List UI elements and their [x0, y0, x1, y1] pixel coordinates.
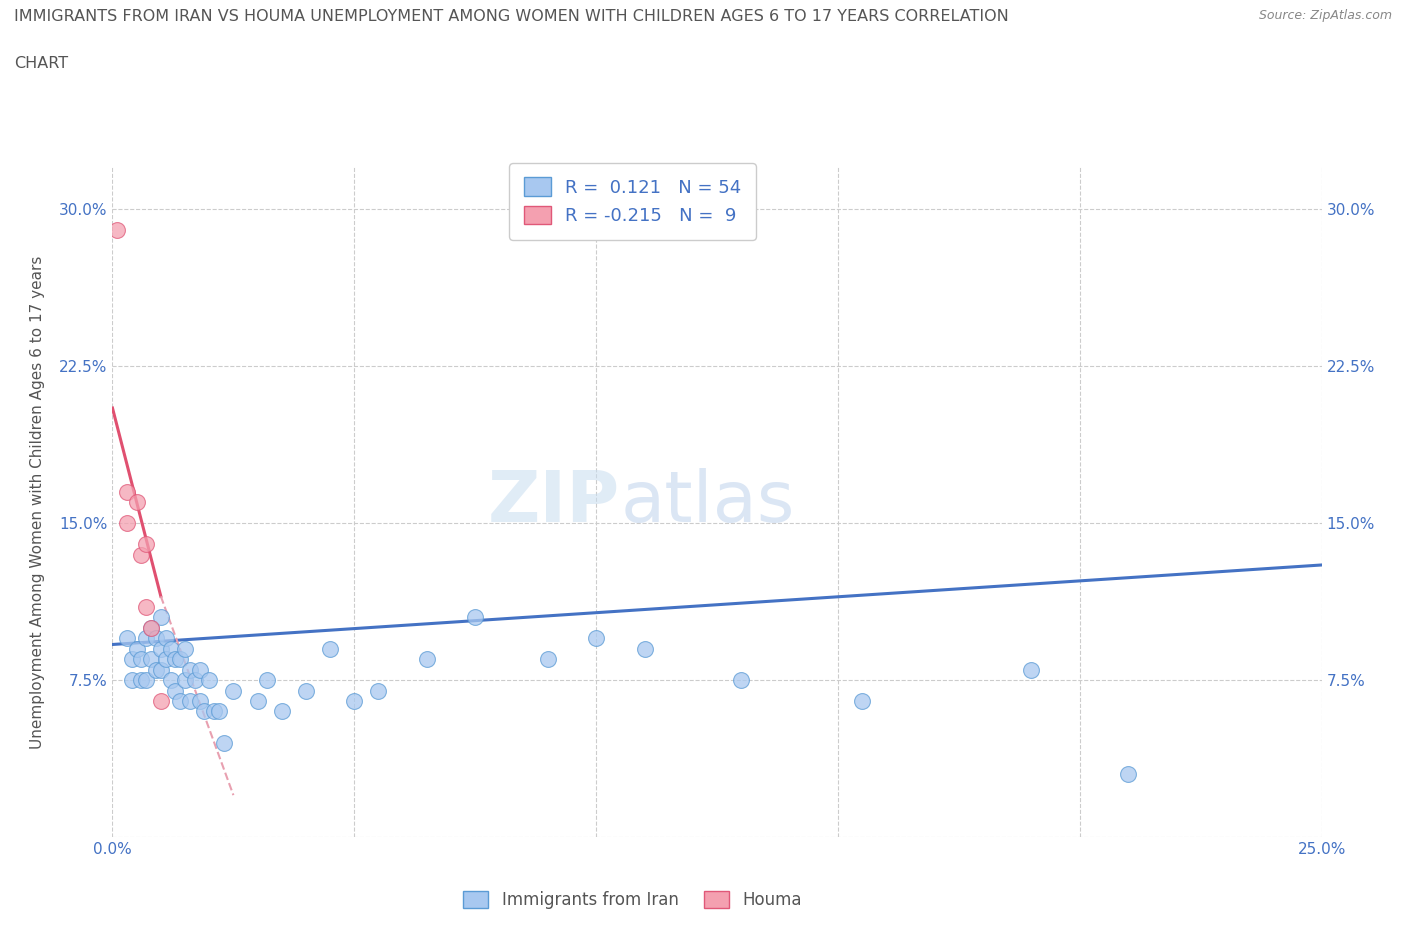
- Point: [135, 631, 157, 645]
- Point: [149, 662, 172, 677]
- Point: [416, 652, 439, 667]
- Point: [155, 652, 177, 667]
- Point: [141, 620, 163, 635]
- Text: CHART: CHART: [14, 56, 67, 71]
- Point: [131, 652, 153, 667]
- Point: [115, 485, 138, 499]
- Point: [169, 652, 191, 667]
- Point: [179, 662, 201, 677]
- Point: [131, 672, 153, 687]
- Point: [174, 642, 197, 657]
- Point: [1021, 662, 1043, 677]
- Text: ZIP: ZIP: [488, 468, 620, 537]
- Point: [585, 631, 607, 645]
- Point: [135, 672, 157, 687]
- Point: [155, 631, 177, 645]
- Point: [1116, 766, 1139, 781]
- Point: [730, 672, 752, 687]
- Text: Source: ZipAtlas.com: Source: ZipAtlas.com: [1258, 9, 1392, 22]
- Point: [135, 600, 157, 615]
- Point: [169, 694, 191, 709]
- Point: [131, 547, 153, 562]
- Text: atlas: atlas: [620, 468, 794, 537]
- Point: [165, 683, 187, 698]
- Point: [149, 694, 172, 709]
- Point: [319, 642, 342, 657]
- Point: [246, 694, 269, 709]
- Point: [202, 704, 225, 719]
- Point: [188, 662, 211, 677]
- Point: [208, 704, 231, 719]
- Legend: Immigrants from Iran, Houma: Immigrants from Iran, Houma: [457, 884, 808, 916]
- Point: [159, 642, 181, 657]
- Point: [222, 683, 245, 698]
- Point: [115, 516, 138, 531]
- Point: [125, 642, 148, 657]
- Point: [256, 672, 278, 687]
- Point: [159, 672, 181, 687]
- Point: [125, 495, 148, 510]
- Point: [212, 736, 235, 751]
- Point: [537, 652, 560, 667]
- Point: [174, 672, 197, 687]
- Y-axis label: Unemployment Among Women with Children Ages 6 to 17 years: Unemployment Among Women with Children A…: [31, 256, 45, 749]
- Point: [851, 694, 873, 709]
- Point: [295, 683, 318, 698]
- Point: [198, 672, 221, 687]
- Point: [145, 662, 167, 677]
- Point: [633, 642, 655, 657]
- Point: [188, 694, 211, 709]
- Point: [105, 223, 128, 238]
- Point: [121, 652, 143, 667]
- Point: [145, 631, 167, 645]
- Point: [179, 694, 201, 709]
- Point: [121, 672, 143, 687]
- Point: [343, 694, 366, 709]
- Point: [149, 610, 172, 625]
- Point: [115, 631, 138, 645]
- Point: [141, 620, 163, 635]
- Point: [183, 672, 205, 687]
- Point: [141, 652, 163, 667]
- Point: [165, 652, 187, 667]
- Point: [135, 537, 157, 551]
- Point: [464, 610, 486, 625]
- Text: IMMIGRANTS FROM IRAN VS HOUMA UNEMPLOYMENT AMONG WOMEN WITH CHILDREN AGES 6 TO 1: IMMIGRANTS FROM IRAN VS HOUMA UNEMPLOYME…: [14, 9, 1010, 24]
- Point: [149, 642, 172, 657]
- Point: [193, 704, 215, 719]
- Point: [270, 704, 292, 719]
- Point: [367, 683, 389, 698]
